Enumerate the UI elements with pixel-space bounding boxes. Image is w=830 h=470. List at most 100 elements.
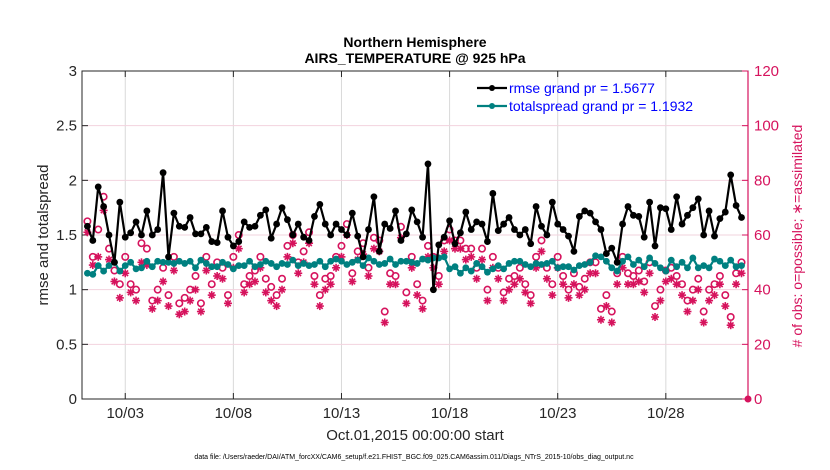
obs-possible-point (256, 252, 265, 261)
obs-assimilated-point (613, 280, 622, 289)
rmse-point (694, 195, 702, 203)
totalspread-point (343, 261, 351, 268)
rmse-point (338, 226, 345, 233)
obs-assimilated-point (575, 291, 584, 300)
legend-rmse-marker (489, 85, 495, 91)
rmse-point (354, 232, 362, 240)
rmse-point (570, 248, 578, 255)
obs-assimilated-point (202, 266, 211, 275)
totalspread-point (100, 267, 108, 275)
obs-possible-point (488, 252, 497, 261)
rmse-point (413, 218, 421, 226)
rmse-point (132, 218, 140, 226)
y-axis-ticks: 0 0.5 1 1.5 2 2.5 3 (56, 63, 88, 408)
rmse-point (597, 226, 605, 233)
rmse-point (159, 169, 167, 177)
obs-assimilated-point (115, 293, 124, 302)
totalspread-point (365, 254, 372, 262)
totalspread-point (181, 260, 189, 267)
totalspread-point (192, 264, 199, 272)
obs-assimilated-point (164, 302, 173, 311)
totalspread-point (159, 258, 167, 266)
totalspread-point (721, 262, 729, 270)
obs-assimilated-point (132, 296, 141, 305)
totalspread-point (132, 265, 140, 273)
obs-assimilated-point (499, 296, 508, 305)
rmse-point (505, 214, 513, 221)
obs-possible-point (715, 271, 724, 280)
rmse-point (424, 160, 432, 168)
totalspread-point (575, 262, 583, 270)
obs-assimilated-point (310, 280, 319, 289)
rmse-point (273, 220, 281, 228)
totalspread-point (197, 256, 205, 264)
totalspread-point (484, 268, 491, 276)
obs-possible-point (137, 239, 146, 248)
rmse-point (527, 240, 535, 248)
obs-assimilated-point (564, 293, 573, 302)
rmse-point (592, 218, 599, 226)
totalspread-point (711, 255, 718, 263)
chart-title: Northern Hemisphere (343, 34, 486, 50)
obs-assimilated-point (548, 291, 557, 300)
y2-axis-ticks: 0 20 40 60 80 100 120 (742, 63, 779, 408)
rmse-point (397, 237, 405, 244)
totalspread-point (284, 261, 291, 268)
rmse-point (467, 226, 475, 233)
rmse-point (381, 220, 389, 228)
rmse-point (662, 205, 670, 213)
totalspread-point (267, 260, 275, 267)
obs-assimilated-point (623, 280, 632, 289)
totalspread-point (89, 270, 97, 278)
rmse-point (235, 238, 243, 245)
obs-possible-point (153, 285, 162, 294)
rmse-point (435, 241, 443, 249)
totalspread-point (381, 260, 389, 267)
obs-possible-point (418, 296, 427, 305)
rmse-point (343, 231, 351, 239)
rmse-point (262, 206, 270, 214)
totalspread-point (451, 263, 459, 271)
rmse-point (640, 233, 648, 241)
obs-assimilated-point (261, 288, 270, 297)
obs-assimilated-point (559, 280, 568, 289)
obs-assimilated-point (196, 307, 205, 316)
totalspread-point (424, 256, 432, 264)
rmse-point (673, 193, 681, 201)
x-tick-label: 10/08 (215, 405, 253, 422)
totalspread-point (640, 263, 648, 271)
chart-subtitle: AIRS_TEMPERATURE @ 925 hPa (304, 50, 525, 66)
obs-possible-point (629, 271, 638, 280)
obs-assimilated-point (288, 239, 297, 248)
totalspread-point (413, 260, 421, 267)
rmse-point (251, 222, 259, 230)
totalspread-point (667, 256, 675, 264)
obs-possible-point (559, 271, 568, 280)
rmse-point (332, 220, 340, 228)
obs-possible-point (548, 280, 557, 289)
rmse-point (311, 213, 318, 220)
y-axis-label: rmse and totalspread (35, 165, 52, 306)
rmse-point (392, 207, 399, 215)
totalspread-point (175, 257, 183, 265)
obs-assimilated-point (478, 255, 487, 264)
obs-assimilated-point (542, 274, 551, 283)
rmse-point (116, 198, 124, 206)
rmse-point (581, 207, 589, 215)
totalspread-point (657, 264, 664, 272)
rmse-point (138, 231, 145, 239)
rmse-point (457, 229, 464, 237)
obs-assimilated-point (445, 236, 454, 245)
rmse-point (267, 234, 275, 242)
rmse-point (484, 238, 491, 245)
rmse-point (738, 214, 745, 221)
rmse-point (635, 213, 643, 220)
rmse-point (186, 214, 194, 221)
obs-assimilated-point (321, 285, 330, 294)
totalspread-point (154, 257, 162, 265)
totalspread-point (246, 257, 253, 265)
totalspread-point (505, 260, 513, 267)
totalspread-point (375, 261, 383, 268)
obs-assimilated-point (386, 280, 395, 289)
